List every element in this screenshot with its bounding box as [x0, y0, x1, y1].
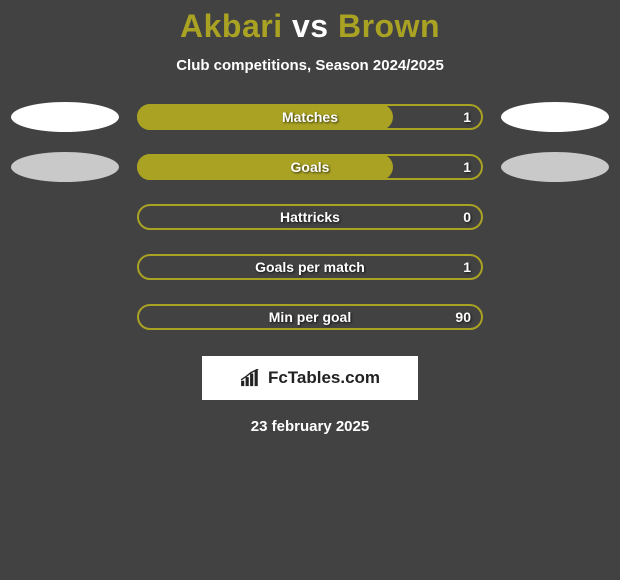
stat-rows: Matches 1 Goals 1 Hattricks 0 Goals per match 1… [0, 102, 620, 332]
stat-label: Goals [291, 159, 330, 175]
player1-marker-empty [11, 202, 119, 232]
stat-value: 1 [463, 109, 471, 125]
player2-marker [501, 102, 609, 132]
stat-row: Goals 1 [0, 152, 620, 182]
stat-value: 0 [463, 209, 471, 225]
player2-marker [501, 152, 609, 182]
stat-label: Hattricks [280, 209, 340, 225]
stat-bar-fill [137, 104, 393, 130]
title-vs: vs [292, 8, 329, 44]
player2-marker-empty [501, 252, 609, 282]
stat-bar: Goals 1 [137, 154, 483, 180]
stat-row: Goals per match 1 [0, 252, 620, 282]
stat-bar: Matches 1 [137, 104, 483, 130]
stat-label: Matches [282, 109, 338, 125]
stat-bar: Min per goal 90 [137, 304, 483, 330]
player1-marker [11, 102, 119, 132]
stat-bar: Goals per match 1 [137, 254, 483, 280]
player1-marker-empty [11, 302, 119, 332]
stat-bar-fill [137, 154, 393, 180]
stat-row: Matches 1 [0, 102, 620, 132]
player2-marker-empty [501, 302, 609, 332]
player1-marker-empty [11, 252, 119, 282]
player2-marker-empty [501, 202, 609, 232]
stat-row: Min per goal 90 [0, 302, 620, 332]
stat-value: 90 [455, 309, 471, 325]
title-player1: Akbari [180, 8, 283, 44]
title-player2: Brown [338, 8, 440, 44]
subtitle: Club competitions, Season 2024/2025 [0, 57, 620, 74]
page-title: Akbari vs Brown [0, 8, 620, 45]
stat-value: 1 [463, 159, 471, 175]
date-label: 23 february 2025 [0, 418, 620, 435]
source-logo: FcTables.com [202, 356, 418, 400]
logo-text: FcTables.com [268, 368, 380, 388]
stat-row: Hattricks 0 [0, 202, 620, 232]
stat-label: Goals per match [255, 259, 365, 275]
stat-value: 1 [463, 259, 471, 275]
stat-label: Min per goal [269, 309, 351, 325]
bar-chart-icon [240, 369, 262, 387]
player1-marker [11, 152, 119, 182]
comparison-infographic: Akbari vs Brown Club competitions, Seaso… [0, 0, 620, 435]
stat-bar: Hattricks 0 [137, 204, 483, 230]
